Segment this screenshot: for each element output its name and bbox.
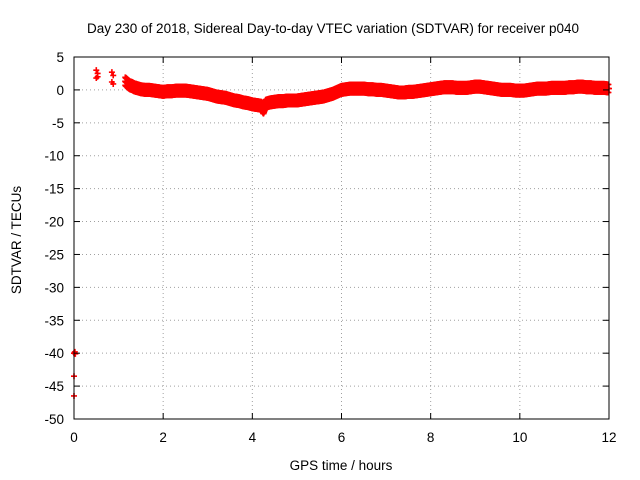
- y-tick-label: 0: [56, 83, 64, 98]
- y-tick-label: -50: [44, 412, 64, 427]
- data-point: [108, 69, 115, 76]
- data-point: [110, 72, 117, 79]
- data-points: [71, 67, 612, 399]
- x-axis-label: GPS time / hours: [290, 458, 393, 473]
- x-tick-label: 8: [427, 430, 435, 445]
- y-tick-label: -25: [44, 247, 64, 262]
- chart-title: Day 230 of 2018, Sidereal Day-to-day VTE…: [87, 21, 579, 36]
- data-point: [72, 350, 79, 357]
- y-tick-label: -5: [52, 116, 64, 131]
- axis-ticks: [73, 56, 610, 420]
- x-tick-label: 6: [338, 430, 346, 445]
- y-tick-label: -30: [44, 280, 64, 295]
- y-tick-label: -35: [44, 313, 64, 328]
- y-tick-label: -15: [44, 182, 64, 197]
- data-point: [605, 89, 612, 96]
- y-tick-label: 5: [56, 50, 64, 65]
- x-tick-label: 2: [159, 430, 167, 445]
- y-tick-label: -45: [44, 379, 64, 394]
- x-tick-label: 12: [601, 430, 616, 445]
- y-tick-label: -40: [44, 346, 64, 361]
- data-point: [93, 67, 100, 74]
- x-tick-label: 4: [249, 430, 257, 445]
- x-tick-label: 10: [512, 430, 527, 445]
- y-axis-label: SDTVAR / TECUs: [9, 186, 24, 295]
- x-tick-labels: 0 2 4 6 8 10 12: [70, 430, 616, 445]
- y-tick-label: -20: [44, 215, 64, 230]
- data-point: [110, 80, 117, 87]
- x-tick-label: 0: [70, 430, 78, 445]
- y-tick-label: -10: [44, 149, 64, 164]
- y-tick-labels: 5 0 -5 -10 -15 -20 -25 -30 -35 -40 -45 -50: [44, 50, 64, 427]
- data-point: [94, 73, 101, 80]
- grid-lines: [74, 57, 609, 419]
